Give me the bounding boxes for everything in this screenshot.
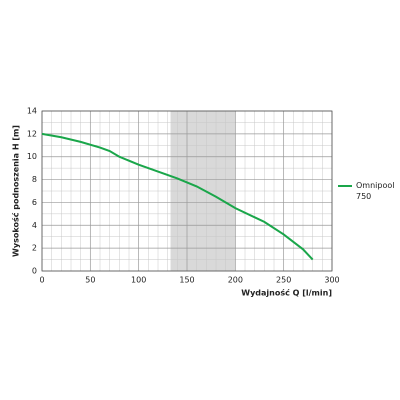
- x-tick-label: 50: [85, 276, 95, 285]
- x-tick-label: 0: [39, 276, 44, 285]
- y-tick-label: 12: [27, 129, 37, 138]
- y-tick-label: 4: [32, 221, 37, 230]
- y-axis-label: Wysokość podnoszenia H [m]: [11, 125, 21, 257]
- legend-swatch: [338, 185, 352, 187]
- x-tick-label: 200: [228, 276, 243, 285]
- x-tick-label: 300: [324, 276, 339, 285]
- y-tick-label: 2: [32, 244, 37, 253]
- y-tick-label: 14: [27, 107, 37, 116]
- x-tick-label: 100: [131, 276, 146, 285]
- legend-label: Omnipool 750: [356, 181, 395, 201]
- plot-frame: [41, 110, 333, 272]
- y-tick-label: 10: [27, 152, 37, 161]
- y-tick-label: 0: [32, 267, 37, 276]
- series-line: [41, 132, 314, 261]
- x-tick-label: 150: [179, 276, 194, 285]
- legend: Omnipool 750: [338, 180, 400, 202]
- x-tick-label: 250: [276, 276, 291, 285]
- y-tick-label: 8: [32, 175, 37, 184]
- y-tick-label: 6: [32, 198, 37, 207]
- x-axis-label: Wydajność Q [l/min]: [241, 288, 332, 298]
